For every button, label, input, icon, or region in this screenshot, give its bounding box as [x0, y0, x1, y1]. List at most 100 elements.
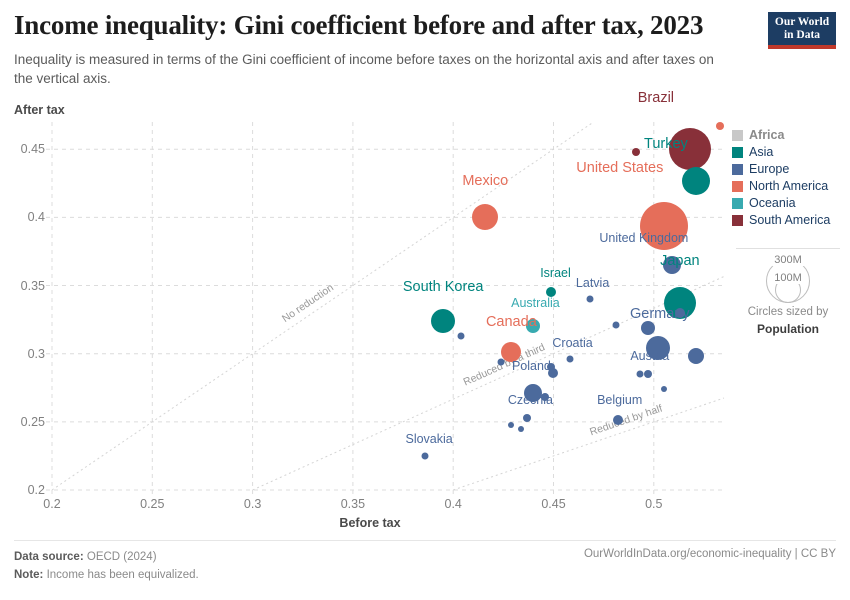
- data-point-australia[interactable]: [526, 319, 541, 334]
- size-caption-line-1: Circles sized by: [747, 306, 829, 318]
- data-point-poland[interactable]: [524, 384, 543, 403]
- source-value: OECD (2024): [86, 551, 157, 563]
- legend-swatch-icon: [732, 146, 743, 158]
- data-point-label-mexico: Mexico: [462, 173, 509, 190]
- footer-source-block: Data source: OECD (2024) Note: Income ha…: [14, 548, 199, 585]
- data-point-label-australia: Australia: [511, 296, 560, 311]
- data-point-label-brazil: Brazil: [637, 90, 675, 107]
- data-point[interactable]: [518, 425, 525, 432]
- data-point-slovakia[interactable]: [421, 452, 429, 460]
- footer-attribution: OurWorldInData.org/economic-inequality |…: [583, 548, 836, 560]
- data-point-latvia[interactable]: [586, 295, 594, 303]
- data-point-label-united-states: United States: [576, 159, 664, 176]
- data-point-label-czechia: Czechia: [507, 392, 553, 407]
- data-point-label-belgium: Belgium: [597, 393, 643, 408]
- legend-swatch-icon: [732, 180, 743, 192]
- note-value: Income has been equivalized.: [46, 569, 199, 582]
- footer-divider: [14, 540, 836, 541]
- continent-legend[interactable]: Africa Asia Europe North America Oceania Sout…: [732, 128, 844, 230]
- y-axis-tick: 0.45: [20, 142, 45, 157]
- size-label-inner: 100M: [772, 272, 804, 284]
- data-point-canada[interactable]: [501, 342, 522, 363]
- data-point[interactable]: [497, 358, 505, 366]
- data-point[interactable]: [457, 332, 465, 340]
- legend-item-label: Africa: [749, 128, 785, 142]
- data-point-label-united-kingdom: United Kingdom: [599, 231, 689, 246]
- data-point-label-israel: Israel: [540, 266, 571, 281]
- legend-item-asia[interactable]: Asia: [732, 145, 844, 159]
- data-point-label-japan: Japan: [660, 253, 700, 270]
- legend-item-north-america[interactable]: North America: [732, 179, 844, 193]
- size-legend-circles: 300M 100M: [732, 254, 844, 303]
- data-point[interactable]: [660, 386, 667, 393]
- data-point-czechia[interactable]: [523, 413, 532, 422]
- chart-header: Income inequality: Gini coefficient befo…: [14, 10, 754, 88]
- footer-note-row: Note: Income has been equivalized.: [14, 566, 199, 584]
- data-point-united-kingdom[interactable]: [662, 256, 681, 275]
- y-axis-title: After tax: [14, 103, 65, 117]
- legend-item-label: Asia: [749, 145, 774, 159]
- data-point[interactable]: [631, 147, 640, 156]
- y-axis-tick: 0.25: [20, 414, 45, 429]
- legend-item-label: South America: [749, 213, 831, 227]
- data-point-croatia[interactable]: [566, 355, 574, 363]
- x-axis-title: Before tax: [339, 516, 401, 530]
- x-axis-tick: 0.4: [444, 497, 462, 511]
- data-point[interactable]: [548, 367, 559, 378]
- legend-item-africa[interactable]: Africa: [732, 128, 844, 142]
- data-point-label-poland: Poland: [511, 359, 551, 374]
- x-axis-tick: 0.5: [645, 497, 663, 511]
- legend-item-oceania[interactable]: Oceania: [732, 196, 844, 210]
- legend-item-label: Europe: [749, 162, 790, 176]
- data-point[interactable]: [640, 320, 655, 335]
- size-legend-caption: Circles sized by Population: [732, 305, 844, 338]
- logo-line-1: Our World: [774, 16, 830, 28]
- data-point-belgium[interactable]: [612, 415, 623, 426]
- data-point-united-states[interactable]: [639, 201, 688, 250]
- data-point[interactable]: [636, 370, 644, 378]
- data-point[interactable]: [715, 122, 724, 131]
- data-point[interactable]: [674, 307, 685, 318]
- x-axis-tick: 0.2: [43, 497, 61, 511]
- legend-item-europe[interactable]: Europe: [732, 162, 844, 176]
- data-point-label-latvia: Latvia: [575, 275, 610, 290]
- footer-source-row: Data source: OECD (2024): [14, 548, 199, 566]
- data-point-germany[interactable]: [645, 336, 670, 361]
- size-legend: 300M 100M Circles sized by Population: [732, 248, 844, 338]
- legend-swatch-icon: [732, 197, 743, 209]
- legend-item-label: Oceania: [749, 196, 796, 210]
- note-label: Note:: [14, 569, 44, 582]
- plot-grid-svg: [46, 121, 725, 494]
- y-axis-tick: 0.4: [27, 210, 45, 225]
- legend-swatch-icon: [732, 129, 743, 141]
- logo-line-2: in Data: [783, 28, 821, 41]
- page-title: Income inequality: Gini coefficient befo…: [14, 10, 704, 40]
- data-point-label-south-korea: South Korea: [402, 278, 484, 295]
- data-point-brazil[interactable]: [668, 128, 711, 171]
- chart-subtitle: Inequality is measured in terms of the G…: [14, 52, 714, 87]
- x-axis-tick: 0.45: [541, 497, 566, 511]
- data-point-austria[interactable]: [643, 370, 652, 379]
- data-point[interactable]: [612, 321, 620, 329]
- source-label: Data source:: [14, 551, 84, 563]
- data-point-turkey[interactable]: [681, 166, 710, 195]
- data-point[interactable]: [541, 393, 550, 402]
- legend-item-label: North America: [749, 179, 829, 193]
- x-axis-tick: 0.35: [340, 497, 366, 511]
- legend-item-south-america[interactable]: South America: [732, 213, 844, 227]
- owid-logo[interactable]: Our World in Data: [768, 12, 836, 49]
- data-point[interactable]: [508, 421, 515, 428]
- y-axis-tick: 0.35: [20, 278, 45, 293]
- data-point-label-austria: Austria: [630, 349, 670, 364]
- legend-swatch-icon: [732, 214, 743, 226]
- data-point-israel[interactable]: [546, 287, 557, 298]
- size-label-outer: 300M: [772, 254, 804, 266]
- scatter-plot-area[interactable]: No reduction Reduced by a third Reduced by…: [21, 90, 725, 511]
- data-point[interactable]: [547, 363, 556, 372]
- data-point[interactable]: [687, 348, 704, 365]
- legend-swatch-icon: [732, 163, 743, 175]
- data-point-south-korea[interactable]: [431, 308, 456, 333]
- data-point-label-slovakia: Slovakia: [405, 432, 453, 447]
- data-point-mexico[interactable]: [472, 204, 499, 231]
